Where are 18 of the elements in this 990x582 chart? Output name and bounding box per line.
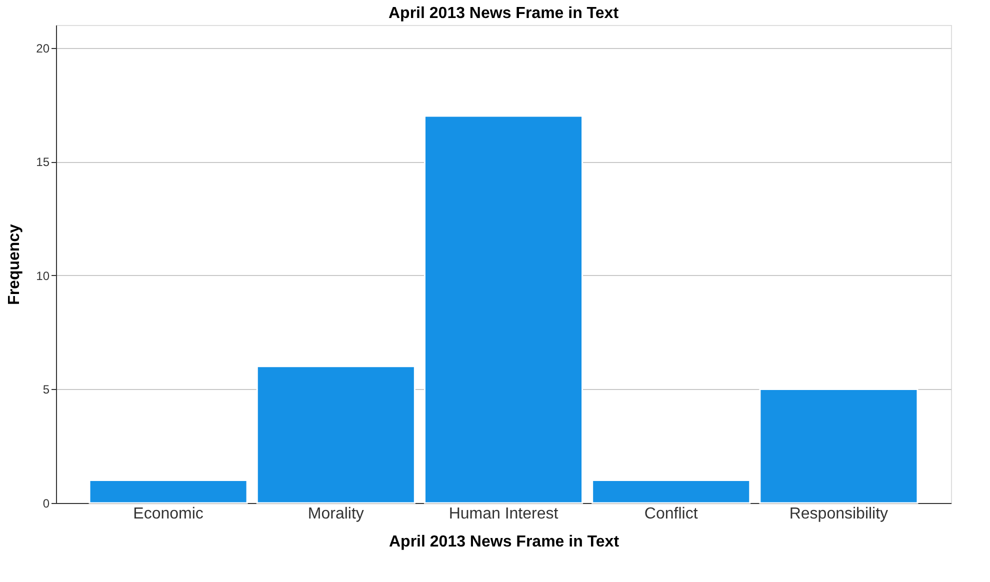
y-tick-label: 15 [36, 155, 50, 170]
x-tick-label: Morality [308, 506, 364, 522]
chart-title: April 2013 News Frame in Text [388, 5, 620, 22]
y-tick-label: 10 [36, 268, 50, 283]
bar [88, 479, 248, 504]
x-tick-label: Human Interest [448, 506, 559, 522]
x-tick-label: Economic [133, 506, 204, 522]
x-axis-title: April 2013 News Frame in Text [388, 534, 620, 550]
x-tick-label: Responsibility [789, 506, 888, 522]
y-tick-label: 0 [42, 496, 50, 510]
bar [424, 115, 584, 504]
y-axis-title: Frequency [6, 224, 24, 305]
x-tick-label: Conflict [644, 506, 698, 522]
bar [759, 388, 918, 504]
bar [592, 479, 751, 504]
y-tick-label: 20 [36, 41, 50, 56]
bar [256, 366, 416, 504]
y-tick-label: 5 [42, 382, 50, 397]
